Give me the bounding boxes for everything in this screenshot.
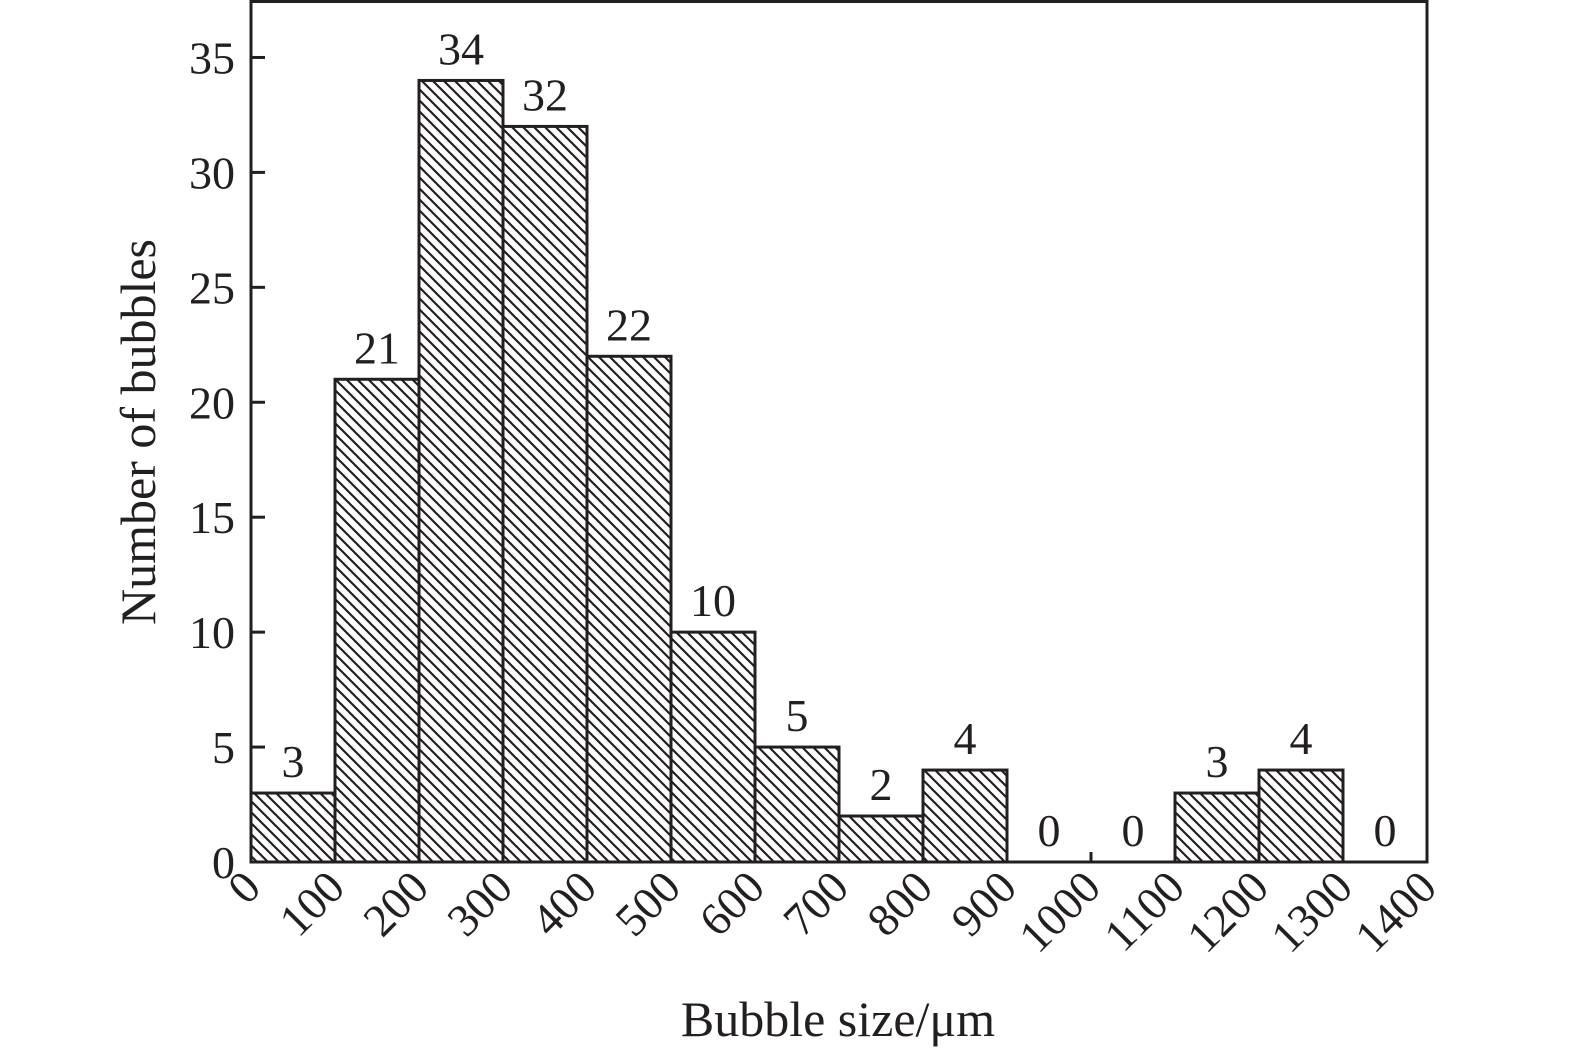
histogram-bar <box>585 354 673 864</box>
histogram-bar <box>417 78 505 864</box>
x-tick-label: 100 <box>269 861 354 946</box>
x-tick-label: 300 <box>437 861 522 946</box>
bar-value-label: 0 <box>1038 805 1061 856</box>
x-tick-label: 900 <box>941 861 1026 946</box>
histogram-bar <box>1173 791 1261 864</box>
bar-value-label: 3 <box>282 736 305 787</box>
x-tick-label: 500 <box>605 861 690 946</box>
x-tick-label: 600 <box>689 861 774 946</box>
histogram-bar <box>333 377 421 864</box>
bar-value-label: 22 <box>606 299 652 350</box>
bar-value-label: 4 <box>1290 713 1313 764</box>
bar-value-label: 21 <box>354 322 400 373</box>
bar-value-label: 2 <box>870 759 893 810</box>
y-tick-label: 30 <box>189 147 235 198</box>
y-tick-label: 10 <box>189 607 235 658</box>
y-tick-label: 35 <box>189 32 235 83</box>
y-tick-label: 0 <box>212 837 235 888</box>
bar-value-label: 10 <box>690 575 736 626</box>
x-tick-label: 1100 <box>1094 861 1194 961</box>
bar-value-label: 5 <box>786 690 809 741</box>
x-axis-title: Bubble size/μm <box>681 991 995 1047</box>
y-tick-label: 20 <box>189 377 235 428</box>
x-tick-label: 1400 <box>1345 861 1446 962</box>
x-tick-label: 200 <box>353 861 438 946</box>
x-tick-label: 1000 <box>1009 861 1110 962</box>
x-tick-label: 700 <box>773 861 858 946</box>
x-axis: 0 100 200 300 400 500 600 700 800 900100011001200… <box>218 852 1446 962</box>
histogram-bar <box>669 630 757 864</box>
y-tick-label: 15 <box>189 492 235 543</box>
x-tick-label: 400 <box>521 861 606 946</box>
histogram-bar <box>501 124 589 864</box>
bar-value-label: 32 <box>522 69 568 120</box>
x-tick-label: 1200 <box>1177 861 1278 962</box>
bar-value-label: 3 <box>1206 736 1229 787</box>
y-axis: 0 5 10 15 20 25 30 35 <box>189 32 265 888</box>
histogram-bar <box>249 791 337 864</box>
bar-value-label: 0 <box>1122 805 1145 856</box>
y-tick-label: 5 <box>212 722 235 773</box>
x-tick-label: 1300 <box>1261 861 1362 962</box>
x-tick-label: 800 <box>857 861 942 946</box>
histogram-bar <box>921 768 1009 864</box>
bar-value-label: 4 <box>954 713 977 764</box>
y-axis-title: Number of bubbles <box>110 239 166 625</box>
y-tick-label: 25 <box>189 262 235 313</box>
histogram-bar <box>837 814 925 864</box>
bar-value-label: 0 <box>1374 805 1397 856</box>
histogram-bar <box>1257 768 1345 864</box>
histogram-bar <box>753 745 841 864</box>
bar-value-label: 34 <box>438 23 484 74</box>
bars-layer <box>249 78 1345 864</box>
